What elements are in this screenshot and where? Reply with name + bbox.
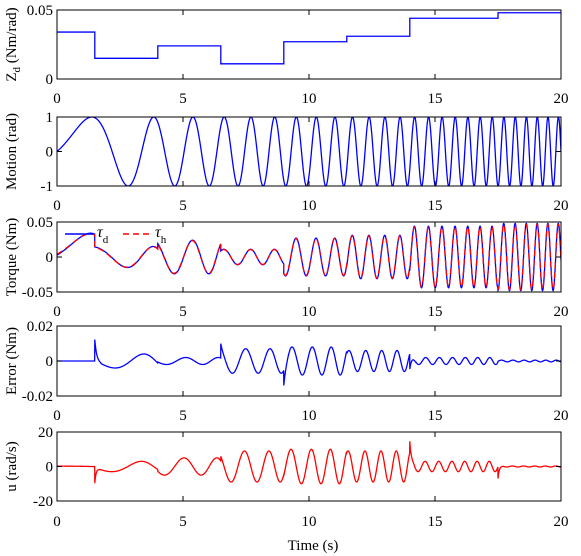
x-tick-label: 10 <box>302 514 317 530</box>
x-tick-label: 15 <box>428 304 443 320</box>
x-tick-label: 5 <box>179 198 187 214</box>
x-tick-label: 5 <box>179 304 187 320</box>
x-tick-label: 10 <box>302 408 317 424</box>
y-axis-label: Zd (Nm/rad) <box>4 7 23 81</box>
x-tick-label: 20 <box>554 304 569 320</box>
y-tick-label: 0.05 <box>27 3 53 19</box>
series-line-zd-0 <box>57 12 561 65</box>
series-line-u-0 <box>57 441 561 485</box>
y-tick-label: 0 <box>46 354 54 370</box>
legend: τd τh <box>65 224 167 246</box>
x-tick-label: 0 <box>53 514 61 530</box>
y-tick-label: 0 <box>46 250 54 266</box>
axes-frame <box>56 9 562 80</box>
x-tick-label: 10 <box>302 91 317 107</box>
x-tick-label: 0 <box>53 91 61 107</box>
panel-motion: 0 5 10 15 20 -1 0 1 Motion (rad) <box>4 110 569 214</box>
x-tick-label: 5 <box>179 408 187 424</box>
y-axis-label: Motion (rad) <box>4 113 20 190</box>
y-tick-label: 0 <box>46 460 54 476</box>
y-tick-label: -1 <box>41 179 54 195</box>
x-tick-label: 0 <box>53 304 61 320</box>
x-tick-label: 5 <box>179 514 187 530</box>
x-axis-label: Time (s) <box>288 538 339 554</box>
y-tick-label: 0.02 <box>27 319 53 335</box>
x-tick-label: 10 <box>302 304 317 320</box>
x-tick-label: 10 <box>302 198 317 214</box>
axes-frame <box>56 325 562 397</box>
y-tick-label: -0.02 <box>22 389 53 405</box>
x-tick-label: 15 <box>428 198 443 214</box>
x-tick-label: 15 <box>428 408 443 424</box>
x-tick-label: 0 <box>53 198 61 214</box>
x-tick-label: 20 <box>554 514 569 530</box>
series-line-torque-1 <box>57 223 561 292</box>
x-tick-label: 5 <box>179 91 187 107</box>
y-tick-label: 1 <box>46 110 54 126</box>
y-tick-label: 0 <box>46 145 54 161</box>
y-tick-label: 20 <box>38 425 53 441</box>
x-tick-label: 0 <box>53 408 61 424</box>
y-tick-label: 0 <box>46 72 54 88</box>
y-tick-label: 0.05 <box>27 215 53 231</box>
legend-label: τd <box>97 224 109 246</box>
y-axis-label: Torque (Nm) <box>4 218 20 297</box>
series-line-motion-0 <box>57 117 561 186</box>
x-tick-label: 20 <box>554 198 569 214</box>
x-tick-label: 20 <box>554 408 569 424</box>
legend-label: τh <box>155 224 167 246</box>
y-tick-label: -0.05 <box>22 285 53 301</box>
series-line-error-0 <box>57 339 561 386</box>
y-tick-label: -20 <box>33 494 53 510</box>
x-tick-label: 15 <box>428 91 443 107</box>
y-axis-label: u (rad/s) <box>4 441 20 491</box>
axes-frame <box>56 431 562 502</box>
x-tick-label: 15 <box>428 514 443 530</box>
x-tick-label: 20 <box>554 91 569 107</box>
y-axis-label: Error (Nm) <box>4 327 20 395</box>
